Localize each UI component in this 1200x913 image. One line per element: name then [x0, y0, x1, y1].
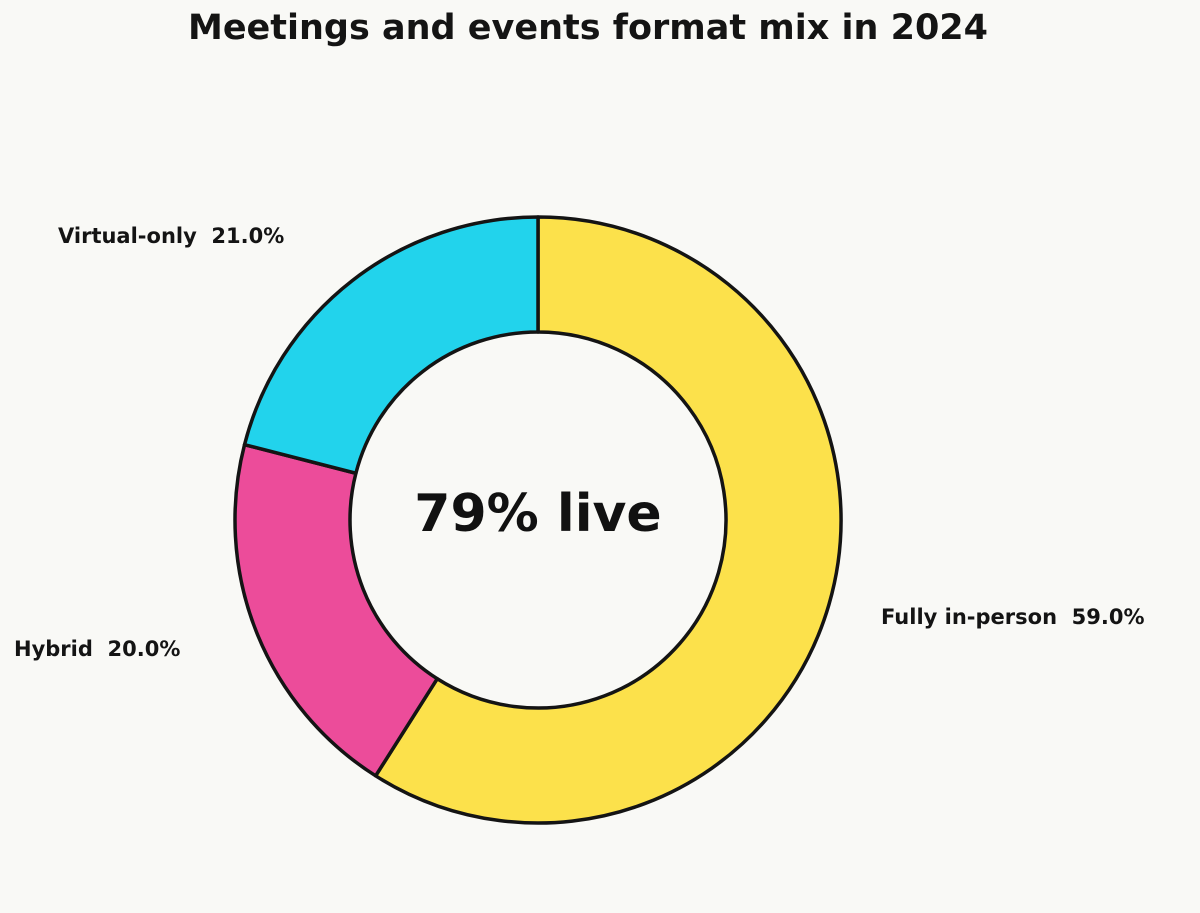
- center-label: 79% live: [414, 484, 662, 544]
- slice-hybrid: [233, 442, 440, 778]
- slice-label-fully-in-person: Fully in-person 59.0%: [881, 605, 1145, 629]
- slice-fully-in-person: [373, 215, 843, 825]
- slice-virtual-only: [242, 215, 540, 475]
- slice-label-hybrid: Hybrid 20.0%: [14, 637, 181, 661]
- slice-label-virtual-only: Virtual-only 21.0%: [58, 224, 285, 248]
- chart-title: Meetings and events format mix in 2024: [187, 8, 989, 48]
